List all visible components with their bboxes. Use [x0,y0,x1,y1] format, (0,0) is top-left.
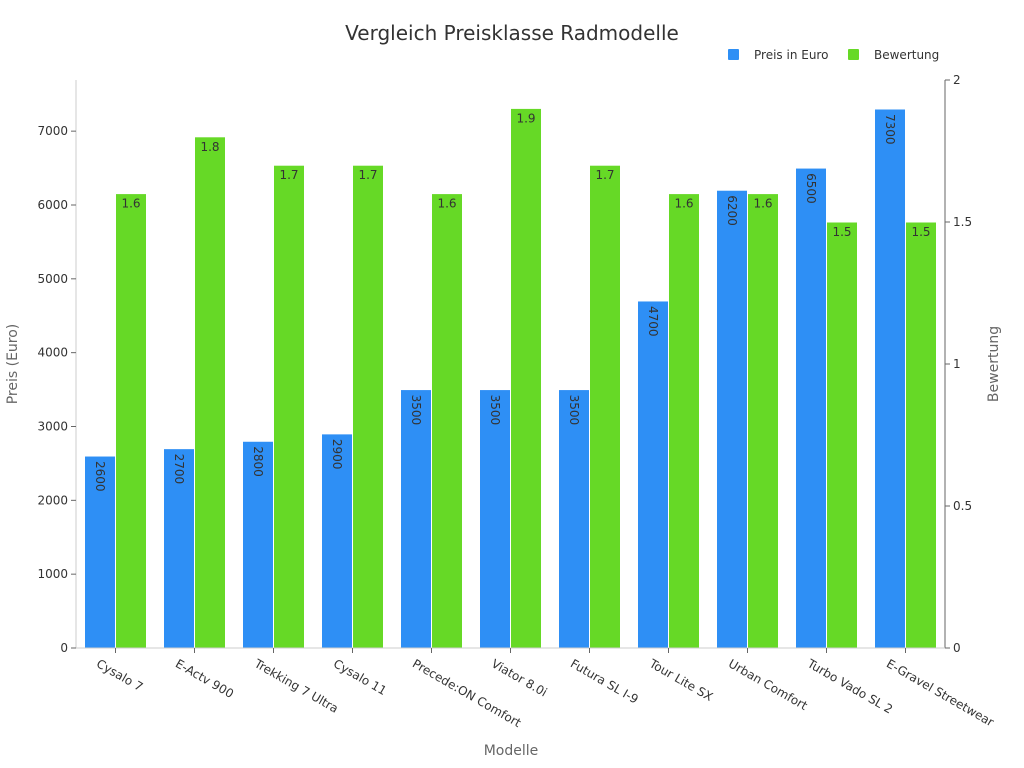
bar-label-preis: 6500 [804,173,818,204]
y-tick-label-left: 0 [60,641,68,655]
bar-label-preis: 2600 [93,461,107,492]
bar-label-preis: 2700 [172,454,186,485]
bar-label-preis: 7300 [883,114,897,145]
bar-bewertung[interactable] [194,136,226,649]
bar-label-preis: 6200 [725,195,739,226]
bar-label-bewertung: 1.7 [358,168,377,182]
bar-bewertung[interactable] [747,193,779,649]
bar-label-bewertung: 1.8 [200,140,219,154]
bar-preis[interactable] [558,389,590,649]
y-tick-label-left: 6000 [37,198,68,212]
legend-swatch-bewertung [848,49,859,60]
bar-label-bewertung: 1.9 [516,111,535,125]
bars: 2600 1.6 2700 1.8 2800 1.7 2900 1.7 3500 1.6 3500 1… [84,107,937,649]
bar-label-bewertung: 1.5 [911,225,930,239]
y-tick-label-right: 0.5 [953,499,972,513]
bar-bewertung[interactable] [905,221,937,649]
x-tick-label: Cysalo 11 [331,656,389,698]
legend-label-preis[interactable]: Preis in Euro [754,48,828,62]
y-tick-label-left: 2000 [37,493,68,507]
y-axis-title-left: Preis (Euro) [5,324,21,405]
bar-label-bewertung: 1.5 [832,225,851,239]
bar-label-bewertung: 1.6 [437,197,456,211]
bar-preis[interactable] [400,389,432,649]
bar-label-preis: 2900 [330,439,344,470]
x-tick-label: Tour Lite SX [646,656,715,704]
y-tick-label-left: 1000 [37,567,68,581]
bar-preis[interactable] [479,389,511,649]
chart-title: Vergleich Preisklasse Radmodelle [345,21,679,45]
y-tick-label-left: 3000 [37,419,68,433]
x-tick-label: Turbo Vado SL 2 [804,656,895,717]
bar-label-bewertung: 1.7 [595,168,614,182]
x-tick-label: Cysalo 7 [94,656,145,694]
bar-bewertung[interactable] [668,193,700,649]
bar-label-bewertung: 1.7 [279,168,298,182]
x-tick-label: E-Actv 900 [173,656,236,701]
bar-bewertung[interactable] [510,107,542,649]
bar-label-preis: 3500 [488,395,502,426]
y-axis-title-right: Bewertung [986,326,1002,402]
bar-bewertung[interactable] [589,164,621,649]
bar-label-preis: 2800 [251,446,265,477]
bar-preis[interactable] [163,448,195,649]
x-tick-label: Viator 8.0i [489,656,550,699]
legend-swatch-preis [728,49,739,60]
bar-preis[interactable] [716,189,748,649]
bar-preis[interactable] [84,455,116,649]
legend-label-bewertung[interactable]: Bewertung [874,48,939,62]
bar-bewertung[interactable] [826,221,858,649]
x-tick-label: E-Gravel Streetwear [884,656,996,729]
x-axis-title: Modelle [484,743,539,759]
bar-label-bewertung: 1.6 [674,197,693,211]
y-tick-label-right: 2 [953,73,961,87]
bar-label-preis: 3500 [567,395,581,426]
bar-bewertung[interactable] [273,164,305,649]
y-tick-label-right: 1.5 [953,215,972,229]
bar-preis[interactable] [874,108,906,649]
y-tick-label-right: 0 [953,641,961,655]
x-tick-label: Urban Comfort [726,656,810,713]
x-tick-label: Trekking 7 Ultra [251,656,341,716]
y-tick-label-left: 4000 [37,346,68,360]
bar-label-preis: 3500 [409,395,423,426]
bar-bewertung[interactable] [431,193,463,649]
y-tick-label-right: 1 [953,357,961,371]
bar-preis[interactable] [637,300,669,649]
bar-label-preis: 4700 [646,306,660,337]
bar-preis[interactable] [242,440,274,649]
bar-preis[interactable] [795,167,827,649]
bar-bewertung[interactable] [115,193,147,649]
bar-label-bewertung: 1.6 [121,197,140,211]
x-tick-label: Futura SL I-9 [568,656,641,706]
bar-bewertung[interactable] [352,164,384,649]
bar-label-bewertung: 1.6 [753,197,772,211]
y-tick-label-left: 5000 [37,272,68,286]
legend: Preis in Euro Bewertung [728,48,939,62]
y-tick-label-left: 7000 [37,124,68,138]
